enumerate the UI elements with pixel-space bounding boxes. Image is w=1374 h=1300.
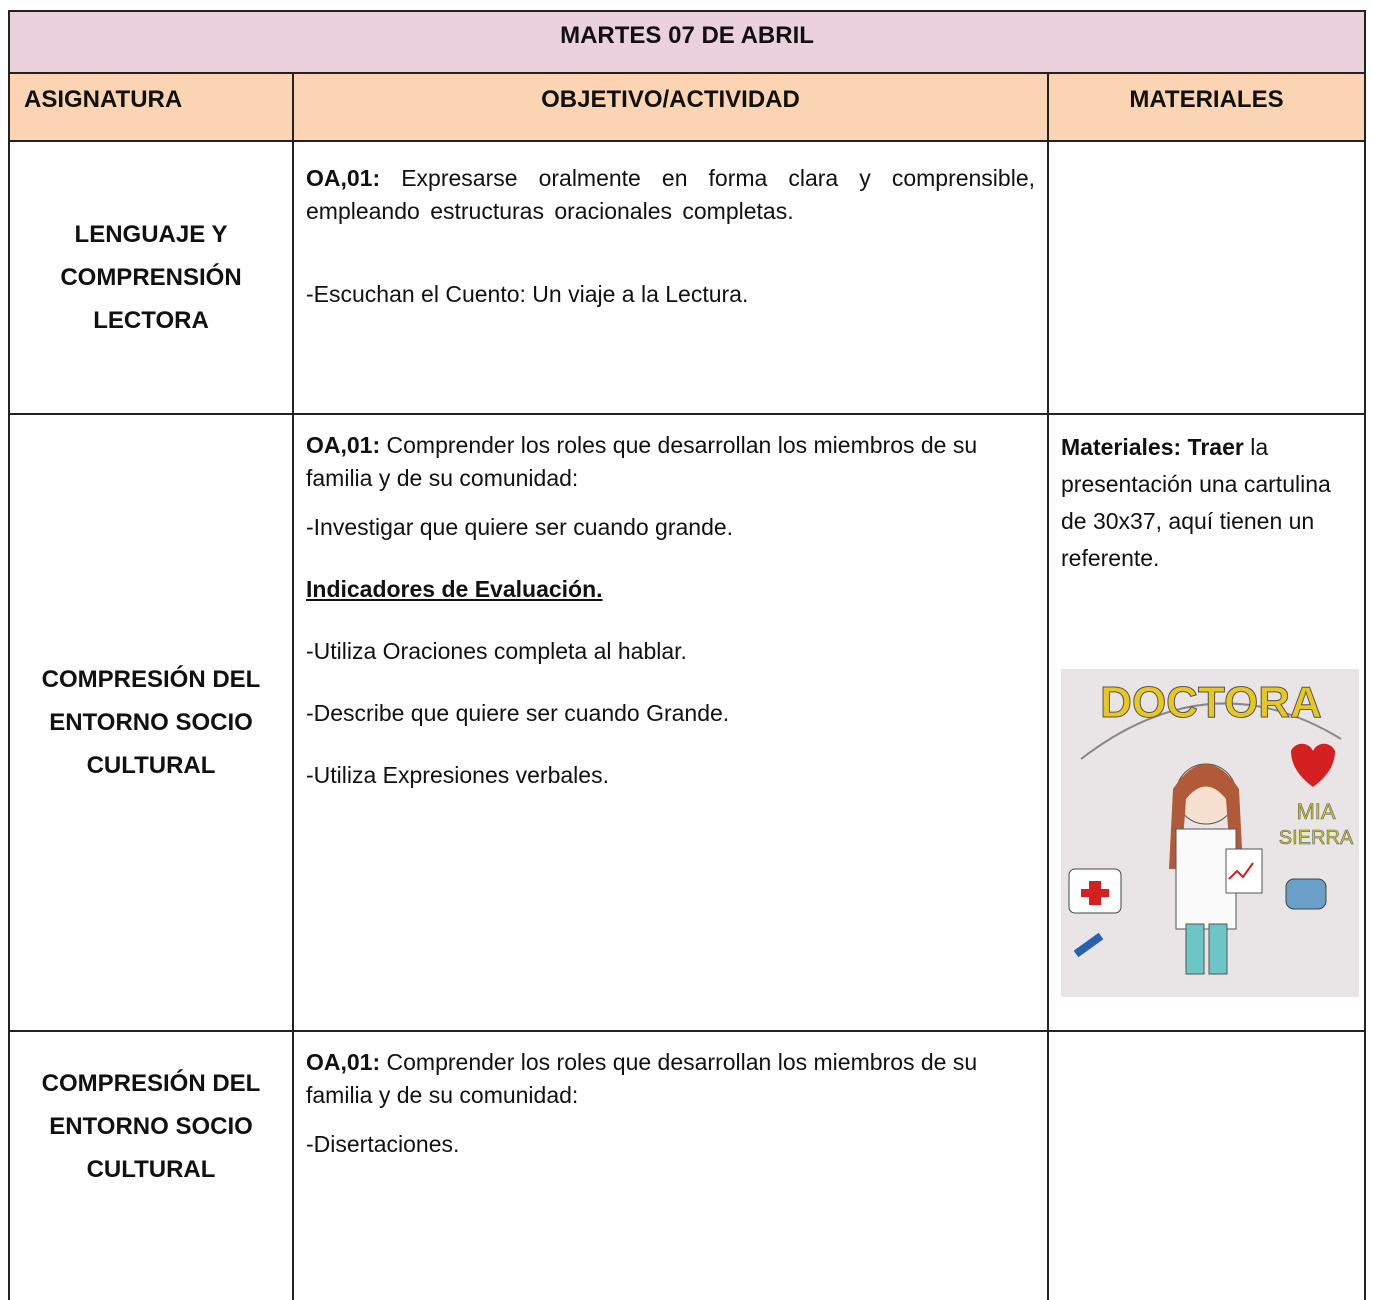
- materials-cell: [1047, 1030, 1366, 1300]
- subject: COMPRESIÓN DEL ENTORNO SOCIO CULTURAL: [8, 413, 292, 1030]
- subject: LENGUAJE Y COMPRENSIÓN LECTORA: [8, 140, 292, 413]
- objective-code: OA,01:: [306, 432, 381, 458]
- materials-label: Materiales: Traer: [1061, 434, 1244, 460]
- objective-code: OA,01:: [306, 165, 381, 191]
- indicator: -Describe que quiere ser cuando Grande.: [306, 700, 730, 726]
- column-header: ASIGNATURA: [8, 72, 292, 140]
- reference-image: DOCTORA MIA SIERRA: [1061, 669, 1359, 997]
- subject-text: COMPRESIÓN DEL ENTORNO SOCIO CULTURAL: [41, 666, 261, 779]
- column-header: MATERIALES: [1047, 72, 1366, 140]
- image-text: SIERRA: [1279, 827, 1354, 849]
- subject-text: LENGUAJE Y COMPRENSIÓN LECTORA: [60, 221, 242, 334]
- activity: -Escuchan el Cuento: Un viaje a la Lectu…: [306, 281, 749, 307]
- objective-text: Comprender los roles que desarrollan los…: [306, 432, 978, 491]
- activity: -Investigar que quiere ser cuando grande…: [306, 514, 734, 540]
- indicator: -Utiliza Expresiones verbales.: [306, 762, 609, 788]
- objective-text: Expresarse oralmente en forma clara y co…: [306, 165, 1035, 224]
- activity: -Disertaciones.: [306, 1131, 460, 1157]
- subject-text: COMPRESIÓN DEL ENTORNO SOCIO CULTURAL: [41, 1070, 261, 1183]
- objective-cell: OA,01: Comprender los roles que desarrol…: [292, 1030, 1047, 1300]
- indicator: -Utiliza Oraciones completa al hablar.: [306, 638, 687, 664]
- column-header: OBJETIVO/ACTIVIDAD: [292, 72, 1047, 140]
- image-text: MIA: [1296, 799, 1335, 824]
- materials-cell: [1047, 140, 1366, 413]
- objective-cell: OA,01: Expresarse oralmente en forma cla…: [292, 140, 1047, 413]
- objective-code: OA,01:: [306, 1049, 381, 1075]
- materials-text: la presentación una cartulina de 30x37, …: [1061, 434, 1331, 571]
- indicators-heading: Indicadores de Evaluación.: [306, 576, 603, 602]
- materials-cell: Materiales: Traer la presentación una ca…: [1047, 413, 1366, 1030]
- subject: COMPRESIÓN DEL ENTORNO SOCIO CULTURAL: [8, 1030, 292, 1300]
- objective-cell: OA,01: Comprender los roles que desarrol…: [292, 413, 1047, 1030]
- title: MARTES 07 DE ABRIL: [8, 10, 1366, 72]
- image-text: DOCTORA: [1100, 678, 1322, 727]
- objective-text: Comprender los roles que desarrollan los…: [306, 1049, 978, 1108]
